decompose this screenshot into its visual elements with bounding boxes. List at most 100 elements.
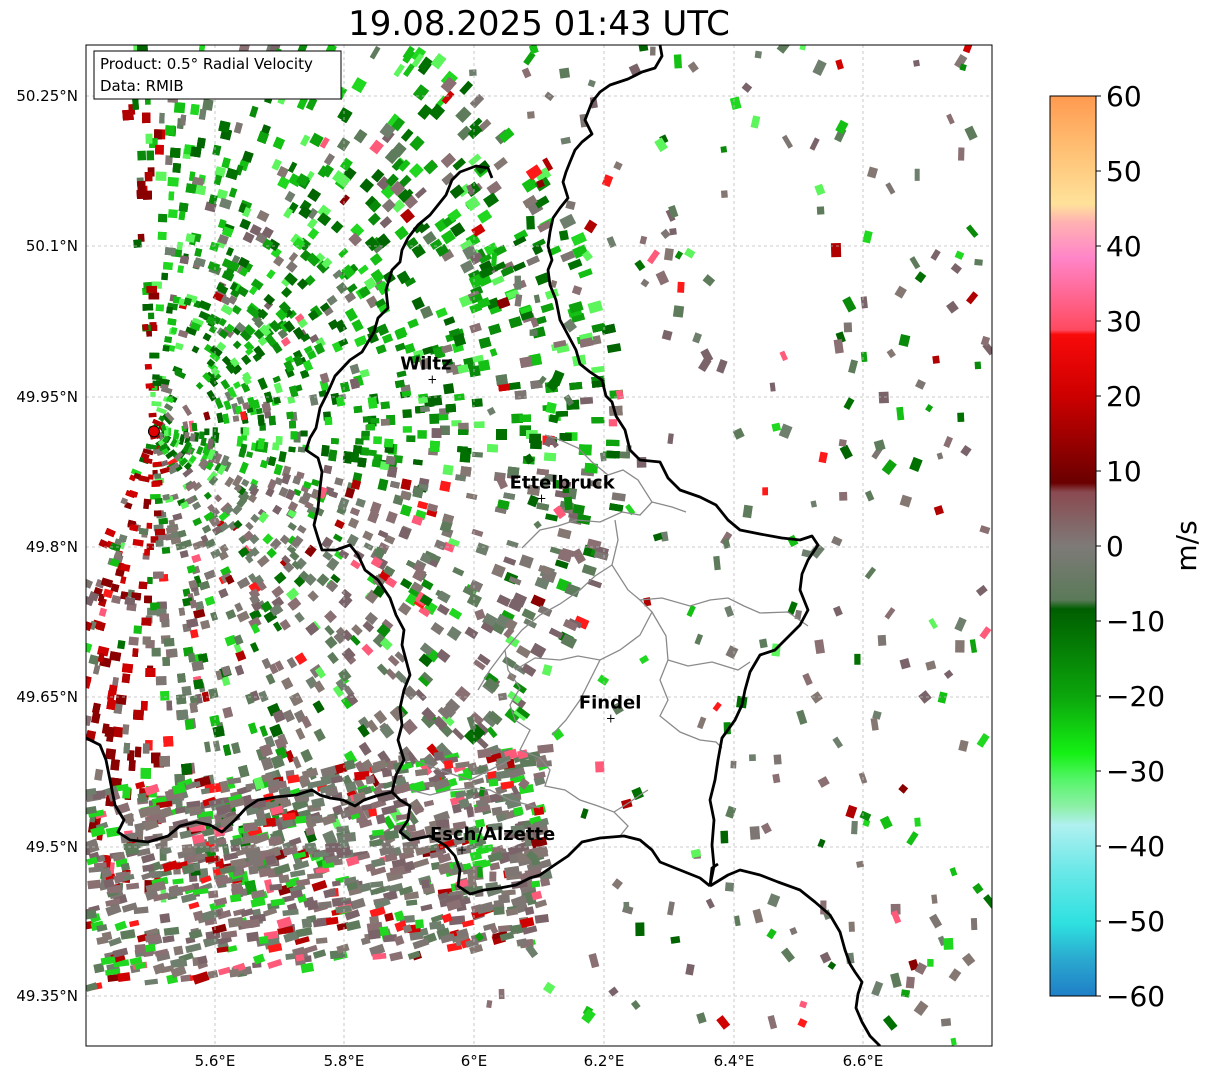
echo-bin — [369, 45, 381, 60]
echo-bin — [193, 678, 204, 690]
echo-bin — [974, 258, 983, 266]
echo-bin — [179, 550, 189, 559]
echo-bin — [477, 866, 483, 878]
echo-bin — [212, 725, 225, 738]
echo-bin — [161, 546, 171, 554]
echo-bin — [860, 296, 868, 309]
echo-bin — [339, 157, 353, 172]
echo-bin — [140, 767, 152, 779]
echo-bin — [218, 317, 227, 327]
echo-bin — [398, 174, 412, 188]
echo-bin — [357, 716, 372, 731]
echo-bin — [141, 617, 152, 626]
echo-bin — [324, 416, 333, 426]
echo-bin — [151, 401, 162, 407]
echo-bin — [178, 607, 186, 616]
echo-bin — [587, 479, 602, 488]
echo-bin — [545, 513, 559, 522]
echo-bin — [877, 634, 887, 646]
echo-bin — [255, 407, 263, 415]
echo-bin — [519, 356, 533, 369]
echo-bin — [232, 325, 243, 336]
city-marker: + — [606, 712, 616, 726]
echo-bin — [159, 466, 171, 475]
echo-bin — [240, 919, 252, 929]
echo-bin — [355, 438, 364, 445]
echo-bin — [345, 692, 359, 706]
echo-bin — [140, 700, 148, 711]
y-axis-ticks: 50.25°N 50.1°N 49.95°N 49.8°N 49.65°N 49… — [16, 87, 78, 1005]
echo-bin — [258, 935, 269, 945]
data-source-label: Data: RMIB — [100, 77, 184, 95]
echo-bin — [143, 498, 152, 505]
echo-bin — [161, 619, 170, 628]
echo-bin — [198, 108, 207, 121]
echo-bin — [155, 540, 164, 547]
echo-bin — [150, 392, 156, 397]
echo-bin — [323, 464, 333, 475]
echo-bin — [446, 626, 462, 641]
echo-bin — [310, 478, 320, 487]
echo-bin — [292, 488, 302, 497]
echo-bin — [720, 830, 729, 844]
echo-bin — [534, 195, 550, 209]
echo-bin — [203, 511, 215, 522]
echo-bin — [105, 748, 117, 760]
echo-bin — [635, 922, 645, 937]
echo-bin — [148, 412, 157, 418]
echo-bin — [537, 743, 554, 754]
echo-bin — [361, 643, 374, 656]
echo-bin — [209, 351, 221, 363]
colorbar-tick-label: 30 — [1106, 305, 1142, 338]
echo-bin — [315, 937, 328, 945]
echo-bin — [365, 295, 379, 309]
echo-bin — [128, 759, 136, 771]
echo-bin — [248, 722, 258, 735]
echo-bin — [225, 609, 237, 620]
echo-bin — [144, 363, 152, 370]
echo-bin — [369, 252, 383, 266]
echo-bin — [357, 724, 370, 738]
city-marker: + — [457, 843, 467, 857]
echo-bin — [266, 547, 277, 559]
echo-bin — [323, 306, 334, 317]
echo-bin — [172, 162, 181, 173]
echo-bin — [152, 461, 163, 468]
colorbar-tick-label: 50 — [1106, 155, 1142, 188]
echo-bin — [435, 307, 448, 319]
echo-bin — [423, 159, 439, 175]
colorbar-tick-label: 60 — [1106, 80, 1142, 113]
echo-bin — [302, 481, 312, 490]
echo-bin — [441, 704, 457, 719]
echo-bin — [418, 396, 429, 404]
echo-bin — [275, 435, 283, 445]
figure-title: 19.08.2025 01:43 UTC — [348, 4, 730, 44]
echo-bin — [137, 150, 147, 161]
echo-bin — [142, 448, 154, 456]
echo-bin — [140, 452, 150, 460]
product-label: Product: 0.5° Radial Velocity — [100, 55, 313, 73]
echo-bin — [184, 719, 195, 730]
echo-bin — [411, 296, 425, 311]
echo-bin — [162, 345, 170, 352]
colorbar-tick-label: −20 — [1106, 680, 1165, 713]
echo-bin — [464, 626, 479, 640]
echo-bin — [385, 511, 398, 524]
echo-bin — [167, 209, 178, 219]
echo-bin — [324, 624, 335, 636]
echo-bin — [177, 265, 185, 274]
echo-bin — [204, 428, 210, 436]
echo-bin — [442, 464, 454, 476]
x-tick-label: 6.2°E — [584, 1052, 625, 1070]
echo-bin — [830, 242, 842, 258]
echo-bin — [198, 458, 208, 469]
echo-bin — [239, 218, 252, 230]
city-marker: + — [427, 372, 437, 386]
echo-bin — [122, 109, 134, 121]
echo-bin — [278, 301, 291, 314]
echo-bin — [243, 324, 256, 336]
echo-bin — [438, 412, 449, 421]
echo-bin — [521, 608, 536, 621]
echo-bin — [178, 433, 186, 446]
